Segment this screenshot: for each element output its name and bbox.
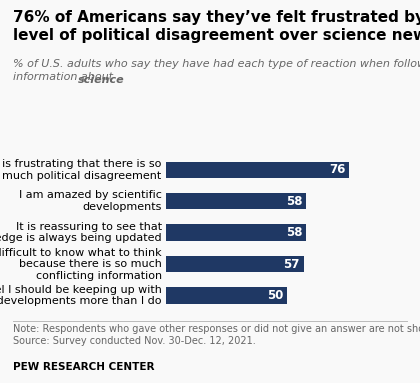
Text: I am amazed by scientific
developments: I am amazed by scientific developments xyxy=(19,190,162,212)
Text: 57: 57 xyxy=(284,258,300,271)
Text: 76: 76 xyxy=(329,163,346,176)
Bar xyxy=(166,224,306,241)
Text: 58: 58 xyxy=(286,226,302,239)
Text: science: science xyxy=(78,75,124,85)
Bar xyxy=(166,287,286,304)
Text: 50: 50 xyxy=(267,289,283,302)
Text: 58: 58 xyxy=(286,195,302,208)
Bar xyxy=(166,193,306,210)
Text: It is frustrating that there is so
much political disagreement: It is frustrating that there is so much … xyxy=(0,159,162,181)
Text: It is reassuring to see that
knowledge is always being updated: It is reassuring to see that knowledge i… xyxy=(0,222,162,244)
Bar xyxy=(166,162,349,178)
Text: I feel I should be keeping up with
new developments more than I do: I feel I should be keeping up with new d… xyxy=(0,285,162,306)
Text: It is difficult to know what to think
because there is so much
conflicting infor: It is difficult to know what to think be… xyxy=(0,247,162,281)
Text: % of U.S. adults who say they have had each type of reaction when following
info: % of U.S. adults who say they have had e… xyxy=(13,59,420,82)
Bar xyxy=(166,256,304,272)
Text: 76% of Americans say they’ve felt frustrated by the
level of political disagreem: 76% of Americans say they’ve felt frustr… xyxy=(13,10,420,43)
Text: Note: Respondents who gave other responses or did not give an answer are not sho: Note: Respondents who gave other respons… xyxy=(13,324,420,346)
Text: PEW RESEARCH CENTER: PEW RESEARCH CENTER xyxy=(13,362,154,372)
